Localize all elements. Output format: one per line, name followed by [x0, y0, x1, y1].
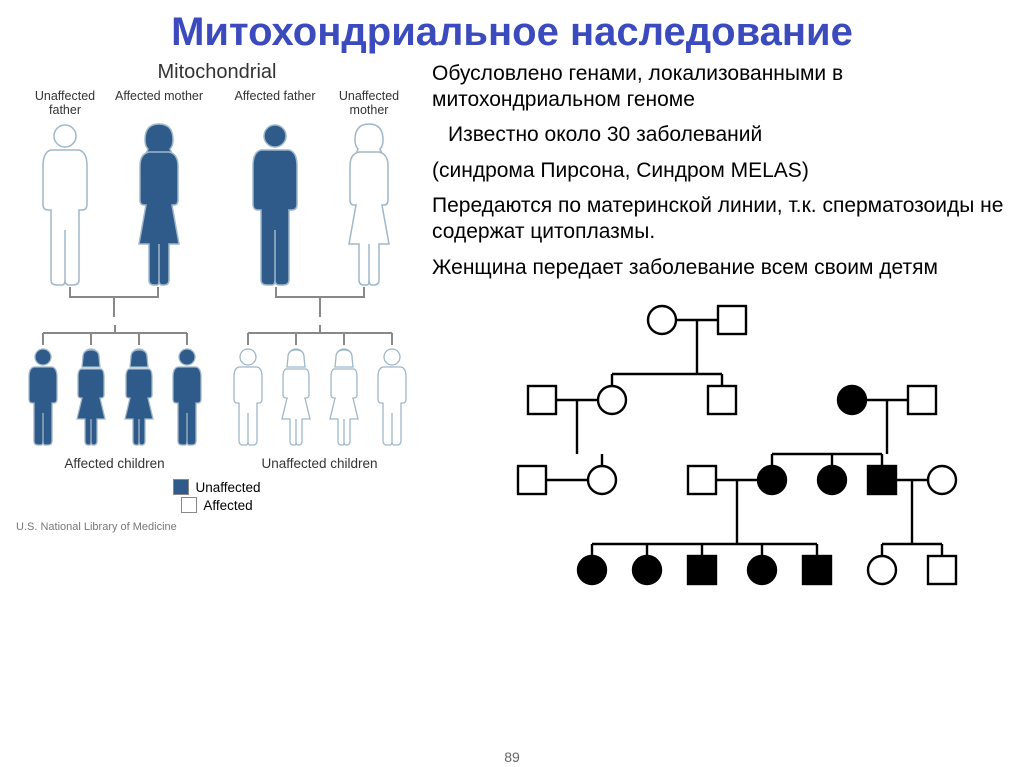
male-unaffected-symbol — [518, 466, 546, 494]
page-number: 89 — [504, 749, 520, 765]
caption: Unaffected mother — [325, 90, 413, 120]
paragraph: Передаются по материнской линии, т.к. сп… — [432, 193, 1012, 244]
child-silhouette — [21, 347, 65, 452]
female-affected-symbol — [633, 556, 661, 584]
legend-unaffected: Unaffected — [173, 479, 260, 495]
affected-mother: Affected mother — [115, 90, 203, 287]
couple-right: Affected father Unaffected mother — [231, 90, 413, 287]
text-column: Обусловлено генами, локализованными в ми… — [422, 61, 1012, 620]
legend: Unaffected Affected — [12, 479, 422, 513]
paragraph: Известно около 30 заболеваний — [432, 122, 1012, 148]
child-silhouette — [117, 347, 161, 452]
female-unaffected-symbol — [588, 466, 616, 494]
caption: Unaffected father — [21, 90, 109, 120]
child-silhouette — [165, 347, 209, 452]
sibling-bar — [220, 325, 420, 347]
affected-father: Affected father — [231, 90, 319, 287]
male-silhouette-icon — [239, 122, 311, 287]
caption: Affected mother — [115, 90, 203, 120]
paragraph: Обусловлено генами, локализованными в ми… — [432, 61, 1012, 112]
female-child-icon — [69, 347, 113, 447]
paragraph: (синдрома Пирсона, Синдром MELAS) — [432, 158, 1012, 184]
male-unaffected-symbol — [688, 466, 716, 494]
female-unaffected-symbol — [598, 386, 626, 414]
female-unaffected-symbol — [868, 556, 896, 584]
union-lines — [12, 287, 422, 321]
child-silhouette — [226, 347, 270, 452]
child-silhouette — [69, 347, 113, 452]
female-affected-symbol — [758, 466, 786, 494]
male-child-icon — [370, 347, 414, 447]
diagram-heading: Mitochondrial — [12, 61, 422, 84]
male-unaffected-symbol — [928, 556, 956, 584]
male-unaffected-symbol — [708, 386, 736, 414]
male-silhouette-icon — [29, 122, 101, 287]
legend-swatch-icon — [181, 497, 197, 513]
pedigree-svg — [472, 290, 972, 620]
female-silhouette-icon — [123, 122, 195, 287]
male-affected-symbol — [803, 556, 831, 584]
female-affected-symbol — [818, 466, 846, 494]
unaffected-mother: Unaffected mother — [325, 90, 413, 287]
male-child-icon — [165, 347, 209, 447]
couple-left: Unaffected father Affected mother — [21, 90, 203, 287]
child-silhouette — [322, 347, 366, 452]
legend-label: Affected — [203, 498, 252, 513]
children-caption: Affected children — [64, 456, 164, 471]
male-child-icon — [226, 347, 270, 447]
female-affected-symbol — [748, 556, 776, 584]
pedigree-chart — [432, 290, 1012, 620]
female-child-icon — [117, 347, 161, 447]
female-silhouette-icon — [333, 122, 405, 287]
legend-label: Unaffected — [195, 480, 260, 495]
children-caption: Unaffected children — [261, 456, 377, 471]
male-unaffected-symbol — [528, 386, 556, 414]
affected-children-group: Affected children — [15, 325, 215, 471]
female-unaffected-symbol — [928, 466, 956, 494]
children-row: Affected children — [12, 325, 422, 471]
female-unaffected-symbol — [648, 306, 676, 334]
paragraph: Женщина передает заболевание всем своим … — [432, 255, 1012, 281]
male-unaffected-symbol — [718, 306, 746, 334]
caption: Affected father — [234, 90, 315, 120]
child-silhouette — [274, 347, 318, 452]
female-affected-symbol — [838, 386, 866, 414]
child-silhouette — [370, 347, 414, 452]
male-unaffected-symbol — [908, 386, 936, 414]
legend-affected: Affected — [181, 497, 252, 513]
male-child-icon — [21, 347, 65, 447]
unaffected-father: Unaffected father — [21, 90, 109, 287]
legend-swatch-icon — [173, 479, 189, 495]
page-title: Митохондриальное наследование — [0, 0, 1024, 61]
male-affected-symbol — [688, 556, 716, 584]
female-child-icon — [274, 347, 318, 447]
unaffected-children-group: Unaffected children — [220, 325, 420, 471]
sibling-bar — [15, 325, 215, 347]
male-affected-symbol — [868, 466, 896, 494]
female-affected-symbol — [578, 556, 606, 584]
female-child-icon — [322, 347, 366, 447]
parents-row: Unaffected father Affected mother Affect… — [12, 90, 422, 287]
main-layout: Mitochondrial Unaffected father Affected… — [0, 61, 1024, 620]
image-credit: U.S. National Library of Medicine — [12, 521, 422, 533]
silhouette-diagram: Mitochondrial Unaffected father Affected… — [12, 61, 422, 620]
